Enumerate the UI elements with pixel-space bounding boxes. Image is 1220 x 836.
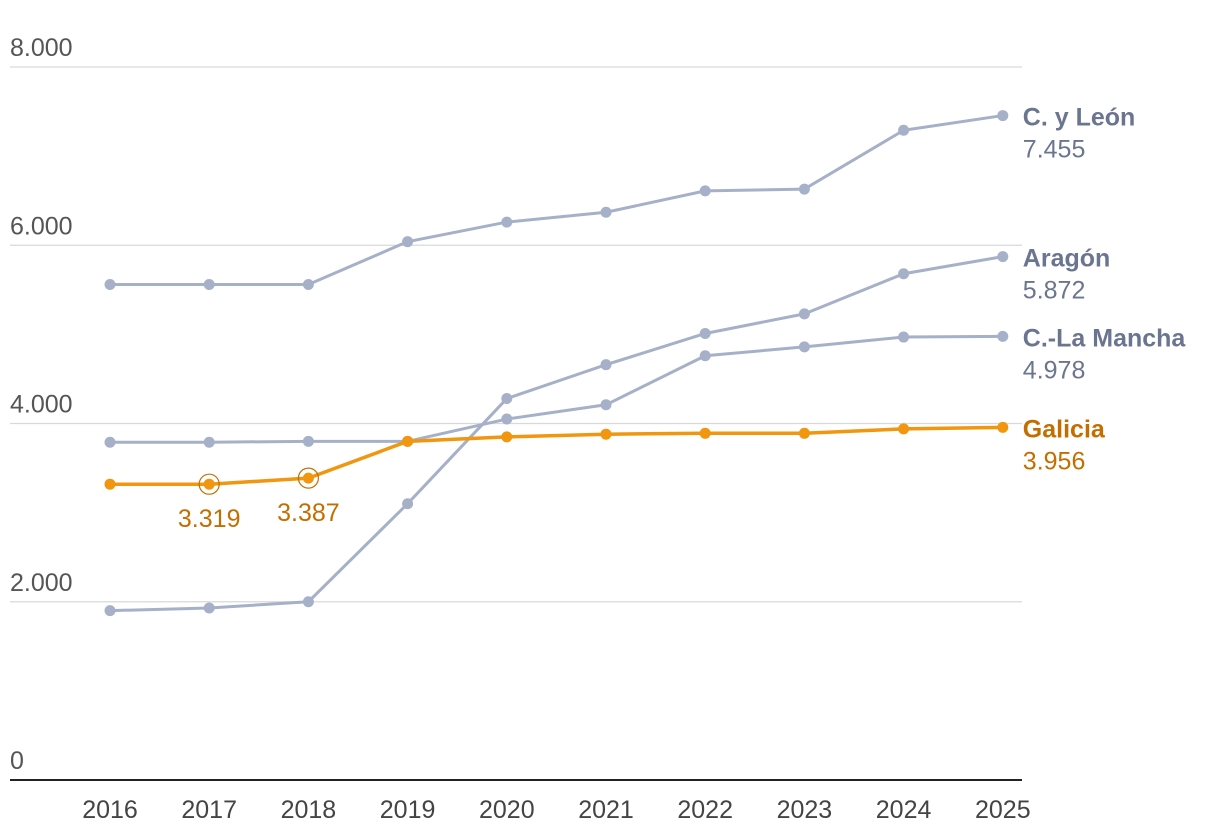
data-point (203, 602, 215, 614)
y-axis-ticks: 0 2.000 4.000 6.000 8.000 (10, 34, 73, 775)
y-tick-label: 0 (10, 747, 24, 775)
x-tick-label: 2025 (975, 796, 1031, 824)
data-point (600, 428, 612, 440)
data-point (600, 399, 612, 411)
data-point (302, 472, 314, 484)
x-tick-label: 2016 (82, 796, 138, 824)
series-line (108, 425, 1005, 486)
series-line (108, 114, 1005, 286)
annotations: 3.319 3.387 (178, 467, 340, 533)
data-point (302, 596, 314, 608)
data-point (798, 183, 810, 195)
data-point (104, 278, 116, 290)
data-point (699, 350, 711, 362)
annotation-label: 3.319 (178, 505, 241, 533)
data-point (600, 359, 612, 371)
series-galicia (104, 421, 1009, 490)
series-end-value: 5.872 (1023, 277, 1086, 305)
grid-lines (10, 66, 1022, 603)
data-point (402, 236, 414, 248)
x-tick-label: 2020 (479, 796, 535, 824)
x-tick-label: 2022 (677, 796, 733, 824)
data-point (997, 421, 1009, 433)
data-point (898, 124, 910, 136)
data-point (402, 435, 414, 447)
annotation-label: 3.387 (277, 499, 340, 527)
x-tick-label: 2021 (578, 796, 634, 824)
data-point (997, 110, 1009, 122)
data-point (699, 185, 711, 197)
data-point (798, 308, 810, 320)
series-lines (104, 110, 1009, 617)
data-point (302, 435, 314, 447)
series-name-label: C.-La Mancha (1023, 324, 1187, 352)
data-point (798, 427, 810, 439)
data-point (501, 413, 513, 425)
y-tick-label: 6.000 (10, 212, 73, 240)
data-point (104, 605, 116, 617)
data-point (898, 423, 910, 435)
data-point (798, 341, 810, 353)
series-end-value: 7.455 (1023, 136, 1086, 164)
annotation-ring (198, 473, 220, 495)
y-tick-label: 4.000 (10, 391, 73, 419)
y-tick-label: 8.000 (10, 34, 73, 62)
data-point (501, 431, 513, 443)
data-point (898, 268, 910, 280)
annotation-ring (297, 467, 319, 489)
y-tick-label: 2.000 (10, 569, 73, 597)
data-point (302, 278, 314, 290)
data-point (402, 498, 414, 510)
data-point (501, 216, 513, 228)
series-end-value: 4.978 (1023, 356, 1086, 384)
series-end-labels: C. y León 7.455 Aragón 5.872 C.-La Mancha 4.9… (1023, 104, 1187, 476)
x-tick-label: 2018 (281, 796, 337, 824)
data-point (997, 251, 1009, 263)
series-aragon (104, 251, 1009, 617)
x-tick-label: 2024 (876, 796, 932, 824)
data-point (104, 436, 116, 448)
series-name-label: C. y León (1023, 104, 1136, 132)
series-end-value: 3.956 (1023, 447, 1086, 475)
data-point (699, 427, 711, 439)
series-line (108, 334, 1005, 444)
x-tick-label: 2023 (777, 796, 833, 824)
x-tick-label: 2017 (181, 796, 237, 824)
series-name-label: Galicia (1023, 415, 1106, 443)
data-point (699, 327, 711, 339)
x-axis-ticks: 2016 2017 2018 2019 2020 2021 2022 2023 2024 2025 (82, 796, 1030, 824)
data-point (104, 478, 116, 490)
data-point (203, 436, 215, 448)
data-point (501, 393, 513, 405)
data-point (600, 206, 612, 218)
data-point (898, 331, 910, 343)
x-tick-label: 2019 (380, 796, 436, 824)
data-point (203, 278, 215, 290)
series-cyleon (104, 110, 1009, 290)
data-point (997, 330, 1009, 342)
data-point (203, 478, 215, 490)
series-line (108, 255, 1005, 613)
series-name-label: Aragón (1023, 245, 1111, 273)
